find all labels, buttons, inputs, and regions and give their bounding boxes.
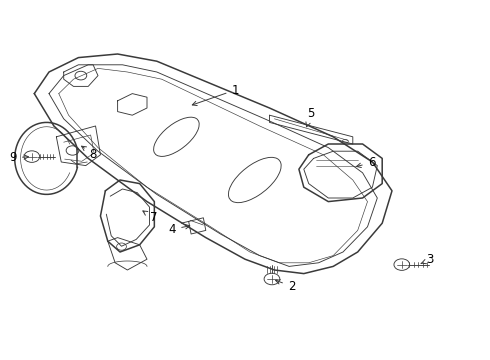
Text: 5: 5	[306, 107, 315, 127]
Text: 1: 1	[192, 84, 239, 105]
Text: 6: 6	[357, 156, 375, 169]
Text: 7: 7	[143, 211, 157, 224]
Text: 8: 8	[82, 146, 97, 161]
Text: 4: 4	[169, 223, 190, 236]
Text: 9: 9	[9, 151, 28, 164]
Text: 2: 2	[275, 280, 295, 293]
Text: 3: 3	[421, 253, 434, 266]
